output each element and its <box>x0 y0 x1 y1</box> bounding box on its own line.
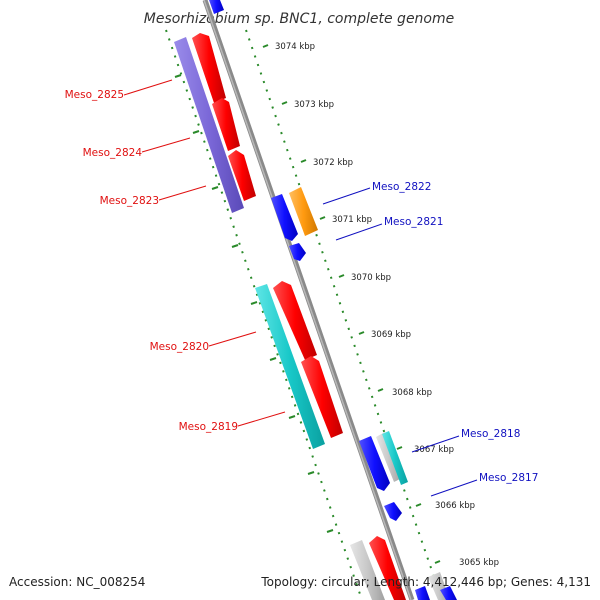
gene-bottom-blue-b[interactable] <box>440 586 457 600</box>
gene-bottom-grey[interactable] <box>350 540 385 600</box>
leader-line <box>208 331 257 347</box>
leader-line <box>335 223 383 241</box>
gene-meso-2818-blue[interactable] <box>359 436 390 491</box>
gene-meso-2819-red-a[interactable] <box>273 281 317 360</box>
gene-small-blue-b[interactable] <box>384 502 402 521</box>
accession-text: Accession: NC_008254 <box>9 575 145 589</box>
gene-label-meso-2821[interactable]: Meso_2821 <box>384 216 443 228</box>
kbp-label: 3070 kbp <box>351 273 391 283</box>
backbone-highlight <box>203 0 412 600</box>
leader-line <box>141 137 191 153</box>
leader-line <box>158 185 207 201</box>
left-tick-marks <box>174 74 334 533</box>
gene-small-blue[interactable] <box>289 243 306 261</box>
gene-label-meso-2818[interactable]: Meso_2818 <box>461 428 520 440</box>
gene-label-meso-2820[interactable]: Meso_2820 <box>150 341 209 353</box>
leader-line <box>322 187 371 205</box>
gene-meso-2819-red-b[interactable] <box>301 356 343 438</box>
kbp-label: 3068 kbp <box>392 388 432 398</box>
gene-top-partial[interactable] <box>209 0 224 14</box>
right-tick-marks <box>262 44 441 564</box>
map-title: Mesorhizobium sp. BNC1, complete genome <box>144 11 455 27</box>
topology-text: Topology: circular; Length: 4,412,446 bp… <box>260 575 591 589</box>
kbp-label: 3074 kbp <box>275 42 315 52</box>
gene-meso-2817-cyan[interactable] <box>382 431 408 485</box>
genome-backbone <box>202 0 415 600</box>
left-dotted-boundary <box>165 29 363 600</box>
gene-label-meso-2824[interactable]: Meso_2824 <box>83 147 143 159</box>
gene-meso-2822-orange[interactable] <box>289 187 318 236</box>
gene-bottom-blue[interactable] <box>415 586 430 600</box>
leader-line <box>411 435 460 453</box>
leader-line <box>237 411 286 427</box>
leader-line <box>430 479 478 497</box>
gene-label-meso-2822[interactable]: Meso_2822 <box>372 181 431 193</box>
kbp-label: 3069 kbp <box>371 330 411 340</box>
kbp-label: 3067 kbp <box>414 445 454 455</box>
kbp-label: 3065 kbp <box>459 558 499 568</box>
kbp-scale: 3074 kbp 3073 kbp 3072 kbp 3071 kbp 3070… <box>275 42 499 568</box>
leader-line <box>123 79 173 96</box>
kbp-label: 3066 kbp <box>435 501 475 511</box>
right-gene-labels: Meso_2822 Meso_2821 Meso_2818 Meso_2817 <box>322 181 538 497</box>
gene-meso-2825-purple[interactable] <box>174 37 244 213</box>
gene-label-meso-2823[interactable]: Meso_2823 <box>100 195 159 207</box>
gene-bottom-red[interactable] <box>369 536 406 600</box>
gene-label-meso-2825[interactable]: Meso_2825 <box>65 89 124 101</box>
left-gene-labels: Meso_2825 Meso_2824 Meso_2823 Meso_2820 … <box>65 79 286 433</box>
kbp-label: 3072 kbp <box>313 158 353 168</box>
gene-meso-2820-cyan[interactable] <box>255 284 325 449</box>
gene-label-meso-2819[interactable]: Meso_2819 <box>179 421 238 433</box>
gene-label-meso-2817[interactable]: Meso_2817 <box>479 472 538 484</box>
gene-meso-2821-blue[interactable] <box>271 194 298 241</box>
gene-red-b[interactable] <box>212 98 240 151</box>
kbp-label: 3071 kbp <box>332 215 372 225</box>
right-dotted-boundary <box>245 29 443 600</box>
gene-red-a[interactable] <box>192 33 226 103</box>
kbp-label: 3073 kbp <box>294 100 334 110</box>
gene-red-c[interactable] <box>228 150 256 201</box>
